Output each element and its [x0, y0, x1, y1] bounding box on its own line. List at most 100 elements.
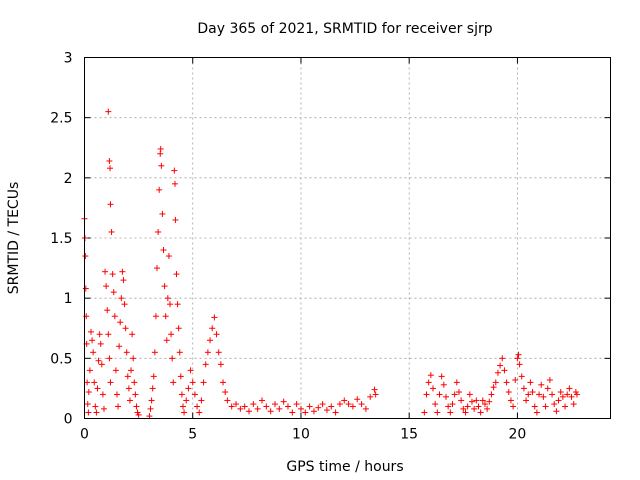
data-point	[120, 277, 127, 284]
data-point	[198, 397, 205, 404]
data-point	[432, 401, 439, 408]
data-point	[423, 391, 430, 398]
data-point	[254, 405, 261, 412]
data-point	[497, 362, 504, 369]
data-point	[494, 369, 501, 376]
data-point	[82, 253, 89, 260]
data-point	[430, 385, 437, 392]
data-point	[490, 384, 497, 391]
data-point	[82, 285, 89, 292]
data-point	[284, 403, 291, 410]
data-point	[488, 391, 495, 398]
data-point	[484, 405, 491, 412]
data-point	[85, 409, 92, 416]
x-tick-labels: 0 5 10 15 20	[80, 427, 526, 443]
data-point	[354, 396, 361, 403]
data-point	[194, 403, 201, 410]
data-point	[445, 403, 452, 410]
data-point	[241, 403, 248, 410]
data-point	[155, 228, 162, 235]
data-point	[540, 393, 547, 400]
data-point	[176, 349, 183, 356]
data-point	[215, 349, 222, 356]
data-point	[171, 180, 178, 187]
data-point	[372, 391, 379, 398]
data-point	[336, 401, 343, 408]
y-tick-label: 1	[64, 291, 73, 307]
data-point	[306, 403, 313, 410]
data-point	[151, 349, 158, 356]
data-point	[515, 351, 522, 358]
data-point	[92, 403, 99, 410]
data-point	[118, 295, 125, 302]
data-point	[319, 401, 326, 408]
data-point	[512, 376, 519, 383]
data-point	[559, 393, 566, 400]
data-point	[447, 409, 454, 416]
y-tick-labels: 0 0.5 1 1.5 2 2.5 3	[50, 51, 72, 428]
data-point	[507, 397, 514, 404]
data-point	[157, 145, 164, 152]
x-tick-label: 15	[400, 427, 418, 443]
data-point	[168, 331, 175, 338]
data-point	[107, 379, 114, 386]
data-point	[471, 405, 478, 412]
data-point	[156, 186, 163, 193]
data-point	[310, 408, 317, 415]
data-point	[514, 355, 521, 362]
data-point	[100, 405, 107, 412]
data-point	[315, 404, 322, 411]
data-point	[117, 319, 124, 326]
data-point	[250, 401, 257, 408]
data-point	[246, 408, 253, 415]
data-point	[425, 379, 432, 386]
data-point	[126, 397, 133, 404]
data-point	[115, 403, 122, 410]
data-point	[112, 367, 119, 374]
data-point	[122, 325, 129, 332]
data-point	[84, 379, 91, 386]
data-point	[164, 295, 171, 302]
data-point	[185, 385, 192, 392]
axis-ticks	[84, 57, 611, 419]
data-point	[172, 216, 179, 223]
data-point	[481, 401, 488, 408]
data-point	[566, 385, 573, 392]
data-point	[460, 405, 467, 412]
data-point	[449, 401, 456, 408]
data-point	[427, 372, 434, 379]
chart-title: Day 365 of 2021, SRMTID for receiver sjr…	[197, 21, 492, 37]
data-point	[486, 398, 493, 405]
data-points	[81, 108, 580, 420]
data-point	[358, 401, 365, 408]
data-point	[85, 389, 92, 396]
data-point	[152, 313, 159, 320]
data-point	[499, 355, 506, 362]
data-point	[293, 401, 300, 408]
data-point	[505, 389, 512, 396]
data-point	[123, 349, 130, 356]
data-point	[289, 409, 296, 416]
data-point	[102, 268, 109, 275]
data-point	[204, 349, 211, 356]
data-point	[84, 401, 91, 408]
data-point	[91, 379, 98, 386]
data-point	[87, 328, 94, 335]
data-point	[258, 397, 265, 404]
data-point	[538, 381, 545, 388]
data-point	[362, 405, 369, 412]
y-tick-label: 2.5	[50, 111, 72, 127]
data-point	[97, 340, 104, 347]
x-tick-label: 10	[292, 427, 310, 443]
data-point	[503, 379, 510, 386]
data-point	[196, 409, 203, 416]
data-point	[546, 376, 553, 383]
y-tick-label: 1.5	[50, 231, 72, 247]
data-point	[86, 367, 93, 374]
data-point	[568, 393, 575, 400]
data-point	[466, 391, 473, 398]
data-point	[113, 391, 120, 398]
data-point	[533, 409, 540, 416]
data-point	[332, 409, 339, 416]
data-point	[302, 409, 309, 416]
